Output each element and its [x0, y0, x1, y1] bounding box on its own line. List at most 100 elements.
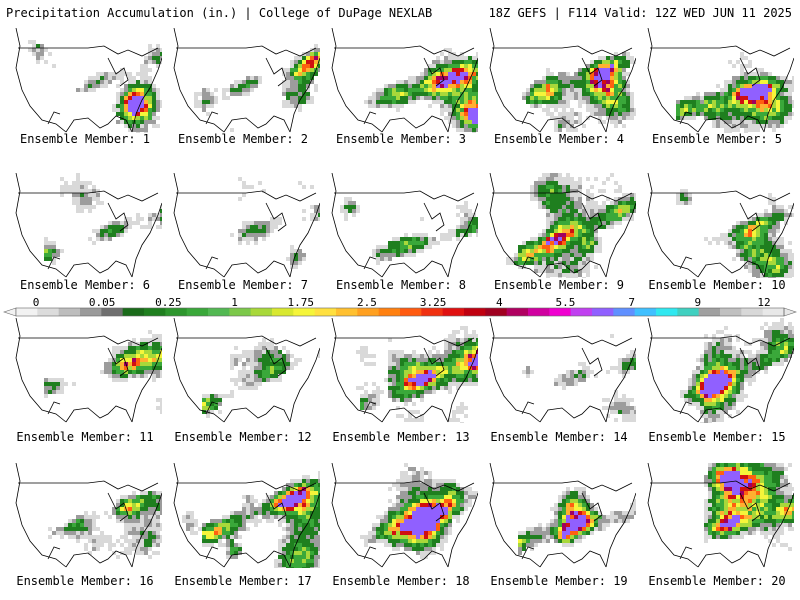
member-number: 2 [301, 132, 308, 146]
precip-colorbar: 0 0.05 0.25 1 1.75 2.5 3.25 4 5.5 7 9 12 [3, 296, 797, 317]
colorbar-tick-label: 5.5 [556, 296, 576, 309]
member-number: 20 [771, 574, 785, 588]
member-number: 16 [139, 574, 153, 588]
member-label: Ensemble Member: [178, 278, 301, 292]
colorbar-swatch [698, 308, 721, 316]
member-map-1 [8, 28, 162, 133]
colorbar-swatch [400, 308, 422, 316]
colorbar-swatch [272, 308, 294, 316]
member-label: Ensemble Member: [332, 574, 455, 588]
colorbar-tick-label: 0.05 [89, 296, 116, 309]
member-number: 1 [143, 132, 150, 146]
member-label: Ensemble Member: [16, 430, 139, 444]
colorbar-min-arrow [3, 307, 17, 317]
member-number: 12 [297, 430, 311, 444]
member-caption: Ensemble Member: 12 [163, 430, 323, 444]
colorbar-tick-label: 2.5 [357, 296, 377, 309]
member-number: 3 [459, 132, 466, 146]
member-caption: Ensemble Member: 3 [321, 132, 481, 146]
member-label: Ensemble Member: [174, 574, 297, 588]
member-map-6 [8, 173, 162, 278]
member-map-16 [8, 463, 162, 568]
member-caption: Ensemble Member: 17 [163, 574, 323, 588]
member-map-20 [640, 463, 794, 568]
member-caption: Ensemble Member: 11 [5, 430, 165, 444]
colorbar-tick-label: 0.25 [155, 296, 182, 309]
member-label: Ensemble Member: [494, 278, 617, 292]
member-caption: Ensemble Member: 4 [479, 132, 639, 146]
member-label: Ensemble Member: [336, 278, 459, 292]
member-label: Ensemble Member: [178, 132, 301, 146]
colorbar-swatch [250, 308, 273, 316]
colorbar-swatch [485, 308, 508, 316]
member-caption: Ensemble Member: 18 [321, 574, 481, 588]
member-map-3 [324, 28, 478, 133]
member-label: Ensemble Member: [336, 132, 459, 146]
member-map-18 [324, 463, 478, 568]
member-caption: Ensemble Member: 8 [321, 278, 481, 292]
member-map-9 [482, 173, 636, 278]
model-run-info: 18Z GEFS | F114 Valid: 12Z WED JUN 11 20… [489, 6, 792, 20]
member-caption: Ensemble Member: 2 [163, 132, 323, 146]
member-number: 10 [771, 278, 785, 292]
member-map-2 [166, 28, 320, 133]
member-number: 14 [613, 430, 627, 444]
colorbar-swatch [336, 308, 358, 316]
colorbar-tick-label: 9 [695, 296, 702, 309]
member-caption: Ensemble Member: 9 [479, 278, 639, 292]
member-map-5 [640, 28, 794, 133]
colorbar-swatch [293, 308, 316, 316]
member-number: 17 [297, 574, 311, 588]
product-title: Precipitation Accumulation (in.) | Colle… [6, 6, 432, 20]
member-map-15 [640, 318, 794, 423]
colorbar-swatch [101, 308, 124, 316]
colorbar-swatch [208, 308, 230, 316]
colorbar-swatch [570, 308, 593, 316]
member-map-8 [324, 173, 478, 278]
member-label: Ensemble Member: [20, 132, 143, 146]
member-label: Ensemble Member: [648, 278, 771, 292]
member-map-10 [640, 173, 794, 278]
member-label: Ensemble Member: [494, 132, 617, 146]
colorbar-swatch [357, 308, 380, 316]
colorbar-swatch [229, 308, 252, 316]
member-caption: Ensemble Member: 16 [5, 574, 165, 588]
member-label: Ensemble Member: [648, 574, 771, 588]
colorbar-swatch [656, 308, 678, 316]
member-label: Ensemble Member: [332, 430, 455, 444]
colorbar-swatch [314, 308, 337, 316]
colorbar-swatch [592, 308, 614, 316]
member-label: Ensemble Member: [490, 430, 613, 444]
colorbar-swatch [720, 308, 742, 316]
colorbar-swatch [677, 308, 700, 316]
member-caption: Ensemble Member: 1 [5, 132, 165, 146]
member-label: Ensemble Member: [16, 574, 139, 588]
member-map-7 [166, 173, 320, 278]
member-number: 8 [459, 278, 466, 292]
member-label: Ensemble Member: [20, 278, 143, 292]
colorbar-swatch [528, 308, 550, 316]
colorbar-swatch [165, 308, 188, 316]
member-caption: Ensemble Member: 5 [637, 132, 797, 146]
colorbar-swatch [613, 308, 636, 316]
member-map-14 [482, 318, 636, 423]
colorbar-swatch [122, 308, 145, 316]
colorbar-swatch [442, 308, 465, 316]
member-number: 6 [143, 278, 150, 292]
colorbar-swatch [634, 308, 657, 316]
member-caption: Ensemble Member: 15 [637, 430, 797, 444]
colorbar-swatch [58, 308, 81, 316]
member-map-13 [324, 318, 478, 423]
colorbar-swatch [144, 308, 166, 316]
colorbar-swatch [186, 308, 209, 316]
member-number: 13 [455, 430, 469, 444]
member-number: 18 [455, 574, 469, 588]
member-number: 7 [301, 278, 308, 292]
colorbar-swatch [421, 308, 444, 316]
member-map-12 [166, 318, 320, 423]
member-caption: Ensemble Member: 20 [637, 574, 797, 588]
colorbar-swatch [506, 308, 529, 316]
colorbar-swatch [741, 308, 764, 316]
member-caption: Ensemble Member: 19 [479, 574, 639, 588]
member-number: 4 [617, 132, 624, 146]
